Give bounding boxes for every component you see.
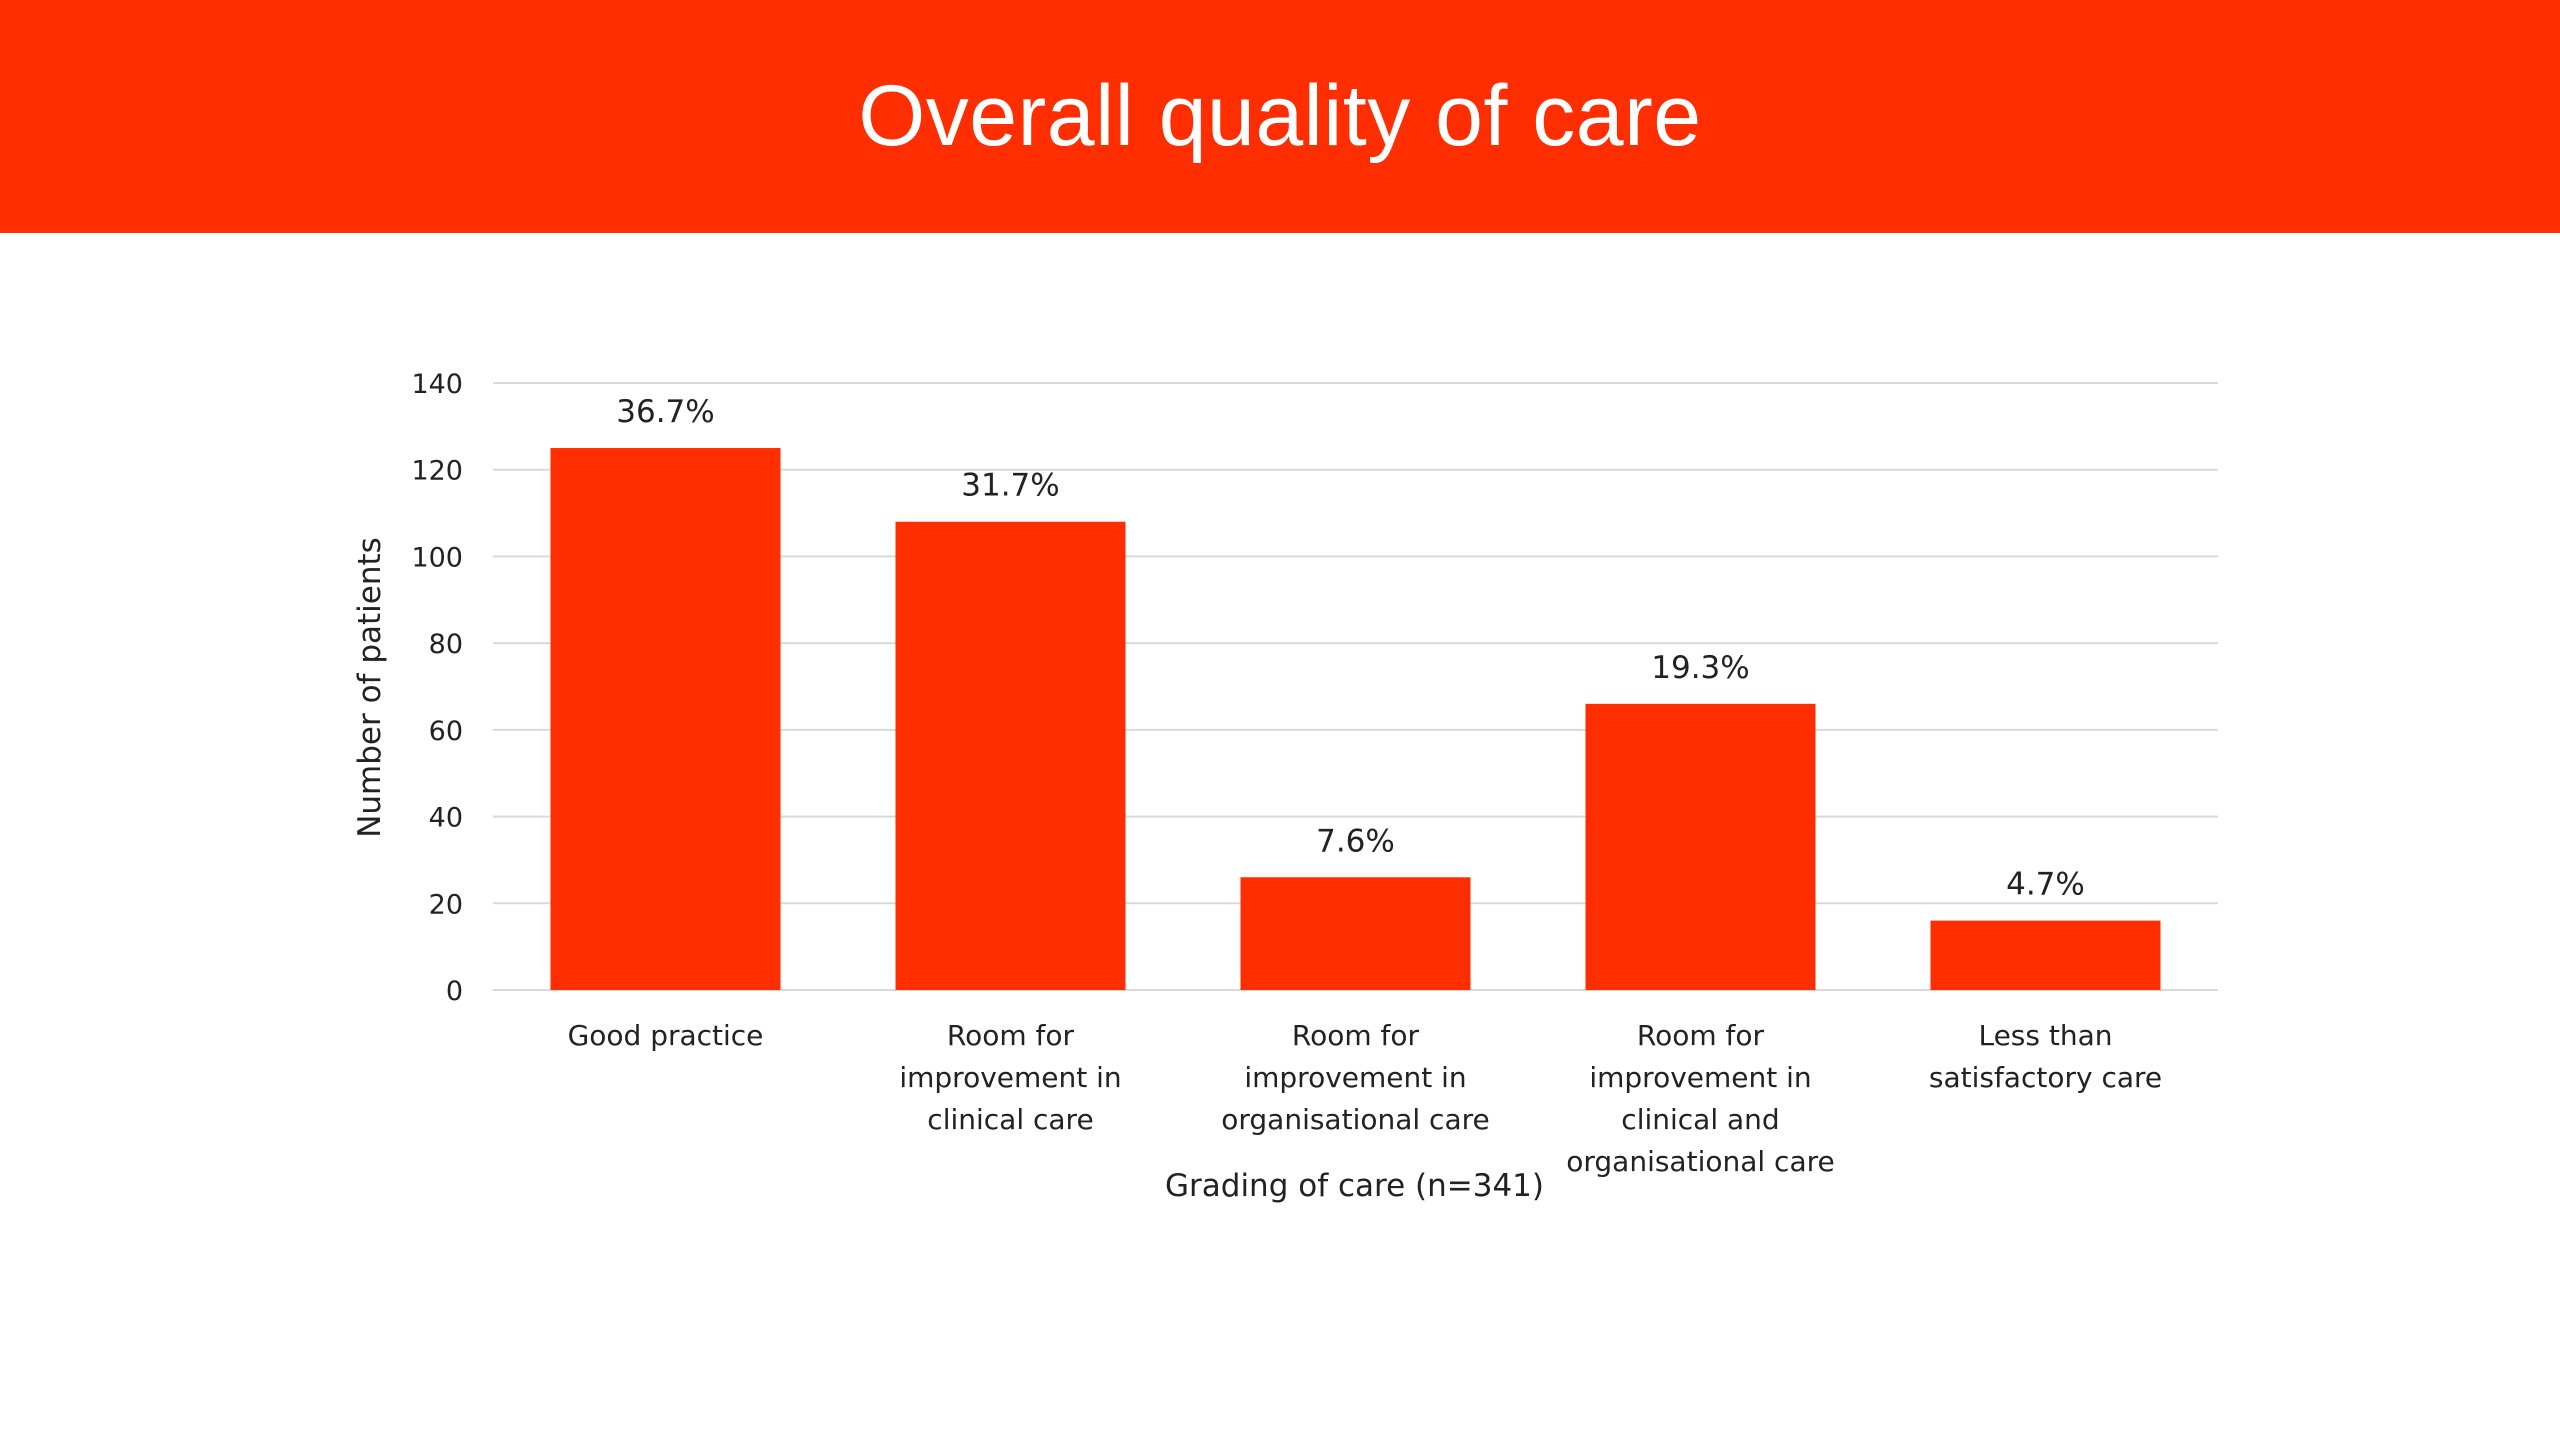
- y-tick-label: 120: [411, 456, 463, 487]
- category-label-line: satisfactory care: [1929, 1061, 2162, 1094]
- bar: [895, 521, 1126, 990]
- header-banner: Overall quality of care: [0, 0, 2560, 233]
- category-label-line: Less than: [1978, 1019, 2112, 1052]
- category-label-line: improvement in: [1244, 1061, 1466, 1094]
- category-label-line: Room for: [1637, 1019, 1765, 1052]
- page-title: Overall quality of care: [858, 68, 1702, 164]
- y-tick-label: 140: [411, 369, 463, 400]
- y-tick-label: 20: [429, 889, 463, 920]
- category-label: Room for improvement in organisational car…: [1221, 1019, 1490, 1136]
- category-label-line: Good practice: [568, 1019, 764, 1052]
- category-labels: Good practice Room for improvement in clini…: [568, 1019, 2163, 1178]
- category-label: Room for improvement in clinical and organi…: [1566, 1019, 1835, 1178]
- category-label-line: improvement in: [899, 1061, 1121, 1094]
- y-tick-label: 80: [429, 629, 463, 660]
- data-label: 31.7%: [961, 468, 1059, 504]
- category-label-line: Room for: [947, 1019, 1075, 1052]
- category-label: Good practice: [568, 1019, 764, 1052]
- y-tick-label: 100: [411, 542, 463, 573]
- data-labels: 36.7% 31.7% 7.6% 19.3% 4.7%: [616, 394, 2085, 903]
- bars: [550, 448, 2161, 990]
- data-label: 7.6%: [1316, 823, 1395, 859]
- category-label-line: clinical care: [927, 1103, 1093, 1136]
- category-label: Room for improvement in clinical care: [899, 1019, 1121, 1136]
- category-label-line: Room for: [1292, 1019, 1420, 1052]
- category-label-line: organisational care: [1221, 1103, 1490, 1136]
- data-label: 19.3%: [1651, 650, 1749, 686]
- y-tick-label: 40: [429, 803, 463, 834]
- bar: [1585, 703, 1816, 990]
- bar: [1240, 877, 1471, 990]
- category-label-line: organisational care: [1566, 1145, 1835, 1178]
- bar: [1930, 920, 2161, 990]
- data-label: 36.7%: [616, 394, 714, 430]
- y-tick-label: 0: [446, 976, 463, 1007]
- category-label-line: clinical and: [1621, 1103, 1779, 1136]
- y-tick-label: 60: [429, 716, 463, 747]
- category-label-line: improvement in: [1589, 1061, 1811, 1094]
- data-label: 4.7%: [2006, 867, 2085, 903]
- category-label: Less than satisfactory care: [1929, 1019, 2162, 1094]
- bar: [550, 448, 781, 990]
- y-axis-title: Number of patients: [352, 537, 388, 838]
- y-axis-ticks: 0 20 40 60 80 100 120 140: [411, 369, 463, 1007]
- x-axis-title: Grading of care (n=341): [1165, 1168, 1544, 1204]
